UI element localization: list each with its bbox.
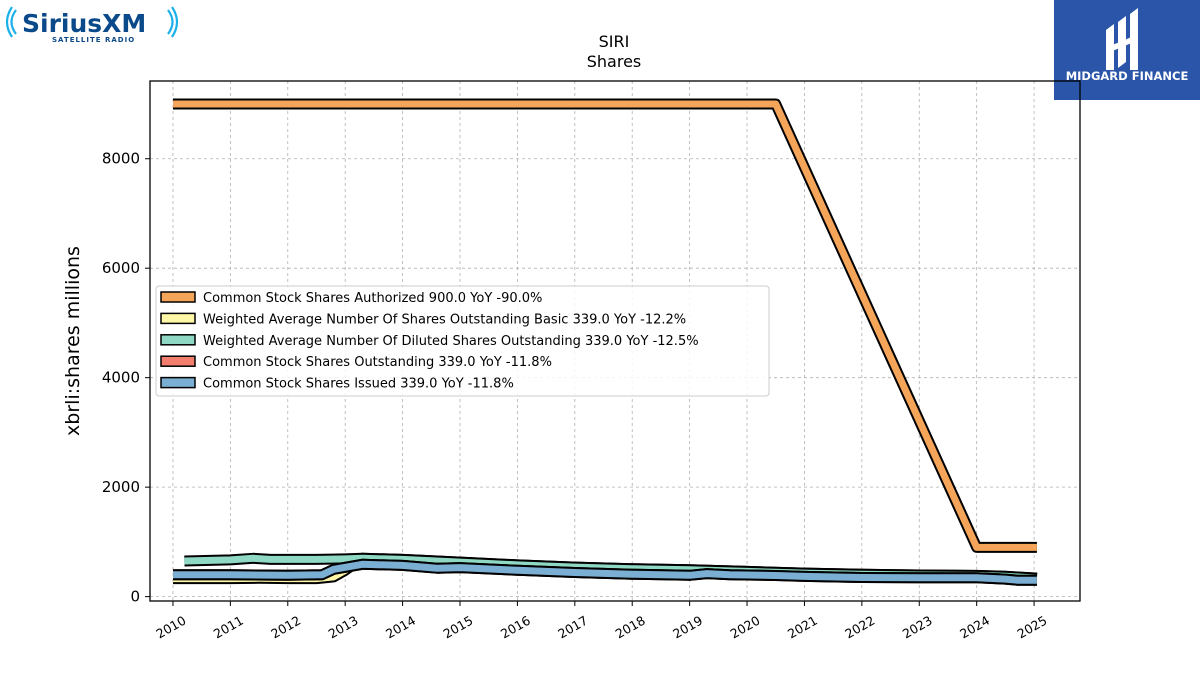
midgard-emblem-icon: [1106, 8, 1138, 70]
y-tick-label: 0: [130, 588, 140, 606]
legend-swatch: [160, 312, 196, 325]
legend-label: Common Stock Shares Issued 339.0 YoY -11…: [203, 377, 514, 392]
series-lines: [173, 98, 1038, 586]
siriusxm-logo: SiriusXM SATELLITE RADIO: [4, 4, 184, 48]
x-tick-label: 2023: [900, 613, 935, 642]
broadcast-waves-left-icon: [5, 6, 17, 38]
legend-label: Weighted Average Number Of Shares Outsta…: [203, 312, 686, 327]
legend-box: [155, 285, 770, 397]
x-tick-label: 2018: [613, 613, 648, 642]
x-axis: 2010 2011 2012 2013 2014 2015 2016 2017 2018 2019…: [153, 601, 1050, 642]
legend-swatch: [160, 291, 196, 303]
legend-item: Weighted Average Number Of Shares Outsta…: [160, 312, 686, 327]
x-tick-label: 2020: [727, 613, 762, 642]
x-tick-label: 2010: [153, 613, 188, 642]
x-tick-label: 2014: [383, 613, 418, 642]
legend-item: Common Stock Shares Issued 339.0 YoY -11…: [160, 376, 514, 392]
legend-item: Common Stock Shares Authorized 900.0 YoY…: [160, 291, 542, 306]
chart-subtitle: Shares: [587, 52, 642, 71]
legend-label: Weighted Average Number Of Diluted Share…: [203, 334, 699, 349]
x-tick-label: 2016: [498, 613, 533, 642]
legend-swatch: [160, 355, 196, 367]
brand-wordmark: SiriusXM: [22, 9, 146, 38]
y-tick-label: 4000: [102, 369, 140, 387]
publisher-name: MIDGARD FINANCE: [1066, 69, 1189, 83]
x-tick-label: 2013: [326, 613, 361, 642]
chart-title: SIRI: [599, 32, 630, 51]
x-tick-label: 2012: [268, 613, 303, 642]
y-tick-label: 6000: [102, 259, 140, 277]
x-tick-label: 2011: [211, 613, 246, 642]
brand-tagline: SATELLITE RADIO: [52, 36, 135, 44]
x-tick-label: 2024: [957, 613, 992, 642]
y-tick-label: 8000: [102, 150, 140, 168]
y-axis-label: xbrli:shares millions: [62, 246, 84, 436]
series-1-line: [173, 98, 1037, 553]
x-tick-label: 2017: [555, 613, 590, 642]
plot-frame: [149, 80, 1081, 602]
publisher-logo: MIDGARD FINANCE: [1054, 0, 1200, 100]
broadcast-waves-right-icon: [167, 6, 179, 38]
legend-label: Common Stock Shares Outstanding 339.0 Yo…: [203, 355, 552, 370]
legend-swatch: [160, 376, 196, 389]
legend: Common Stock Shares Authorized 900.0 YoY…: [155, 285, 770, 397]
x-tick-label: 2021: [785, 613, 820, 642]
y-tick-label: 2000: [102, 478, 140, 496]
legend-item: Weighted Average Number Of Diluted Share…: [160, 334, 699, 349]
series-5-line: [173, 558, 1037, 586]
legend-label: Common Stock Shares Authorized 900.0 YoY…: [203, 291, 542, 306]
legend-swatch: [160, 334, 196, 346]
x-tick-label: 2015: [440, 613, 475, 642]
x-tick-label: 2025: [1015, 613, 1050, 642]
x-tick-label: 2019: [670, 613, 705, 642]
y-axis: 0 2000 4000 6000 8000: [102, 150, 150, 606]
legend-item: Common Stock Shares Outstanding 339.0 Yo…: [160, 355, 552, 370]
x-tick-label: 2022: [842, 613, 877, 642]
